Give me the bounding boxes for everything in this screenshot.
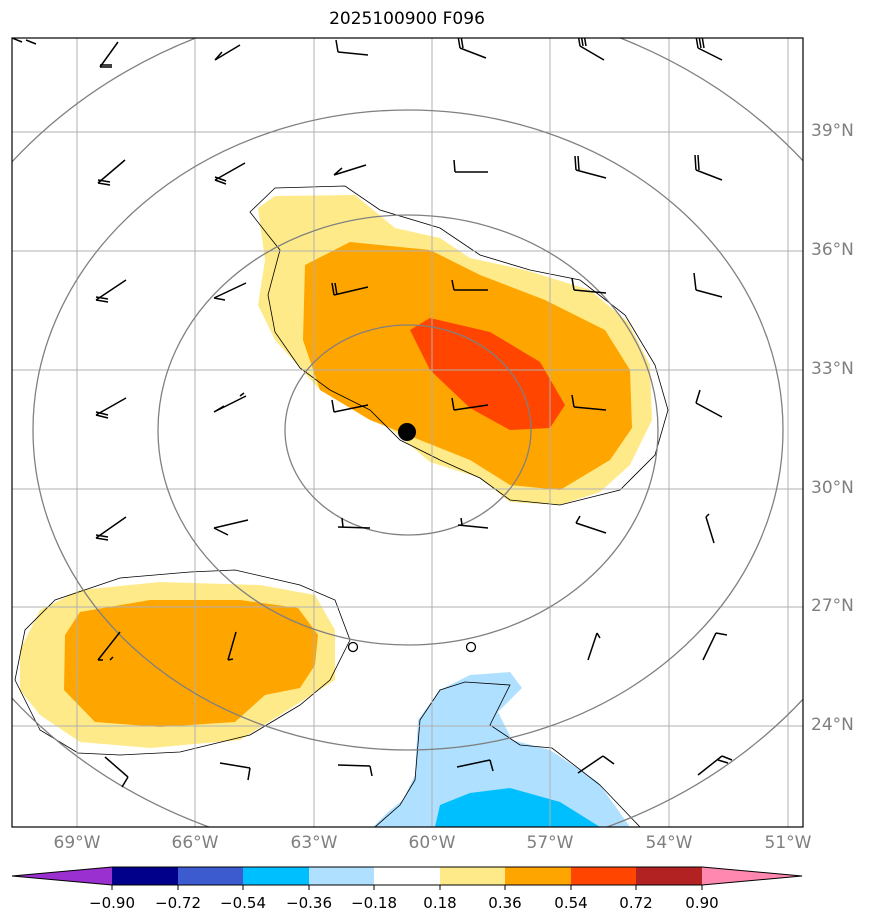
colorbar-label: −0.54 [220,894,266,912]
wind-barbs [12,38,733,788]
colorbar-label: −0.72 [155,894,201,912]
zero-line-contour-south [374,681,641,827]
lon-label-54w: 54°W [645,833,693,853]
zero-line-contour-sw [14,569,351,756]
colorbar-label: −0.90 [89,894,135,912]
anomaly-contour-neg-0-36 [435,788,600,827]
colorbar-label: 0.90 [685,894,719,912]
colorbar-label: 0.36 [488,894,522,912]
colorbar-label: 0.54 [554,894,588,912]
map-frame [11,37,804,828]
lon-label-57w: 57°W [526,833,574,853]
lon-label-63w: 63°W [290,833,338,853]
anomaly-contour-0-36-sw [64,600,318,727]
lon-label-60w: 60°W [408,833,456,853]
range-rings [12,38,803,827]
lon-label-69w: 69°W [53,833,101,853]
storm-center-marker [398,423,416,441]
calm-station-marker [347,641,359,653]
lat-label-36n: 36°N [811,240,854,260]
lat-label-33n: 33°N [811,359,854,379]
colorbar-label: 0.72 [619,894,653,912]
zero-line-contour [249,185,669,506]
colorbar-label: 0.18 [423,894,457,912]
colorbar-label: −0.36 [286,894,332,912]
lat-label-39n: 39°N [811,121,854,141]
gridlines [12,38,803,827]
lon-label-66w: 66°W [171,833,219,853]
colorbar-label: −0.18 [351,894,397,912]
lat-label-27n: 27°N [811,596,854,616]
lat-label-24n: 24°N [811,715,854,735]
lon-label-51w: 51°W [764,833,812,853]
map-title: 2025100900 F096 [329,9,485,29]
lat-label-30n: 30°N [811,478,854,498]
calm-station-marker [465,641,477,653]
anomaly-contour-neg-0-18 [373,672,630,827]
